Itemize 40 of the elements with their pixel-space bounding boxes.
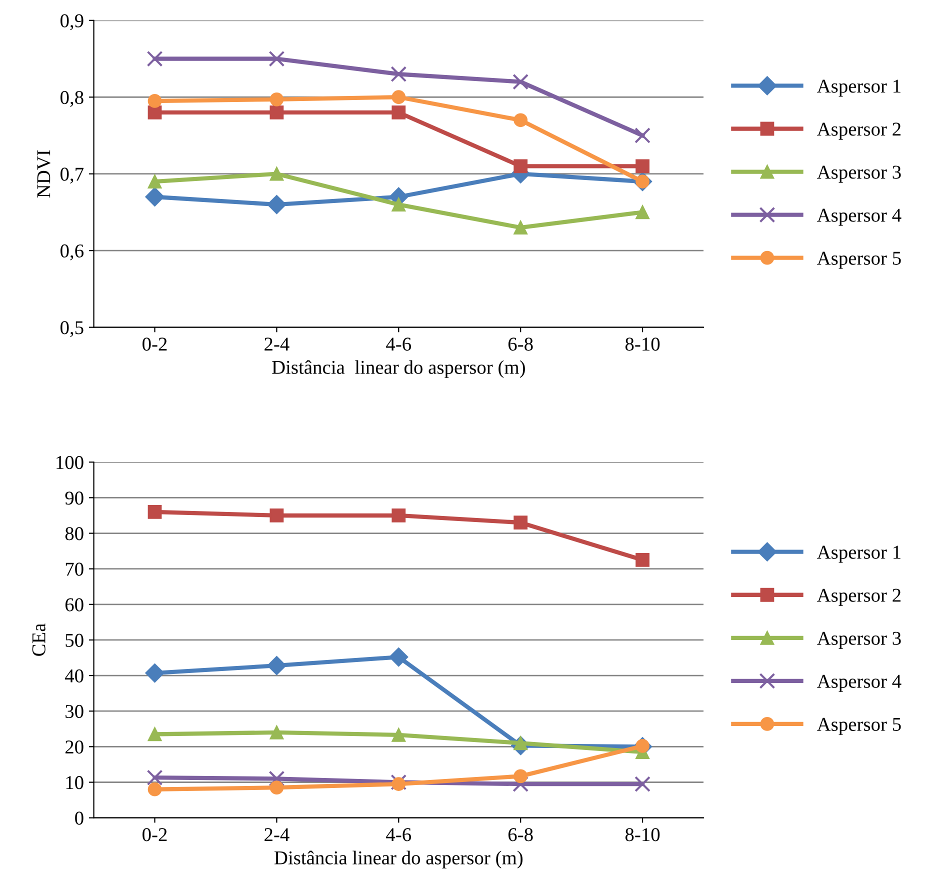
y-tick-label: 50 <box>66 634 84 647</box>
x-axis-title: Distância linear do aspersor (m) <box>272 360 525 378</box>
y-tick-label: 80 <box>65 527 84 540</box>
y-tick-label: 40 <box>65 669 84 682</box>
y-tick-label: 10 <box>66 776 84 790</box>
x-tick-label: 6-8 <box>508 828 533 842</box>
y-tick-label: 70 <box>66 562 84 576</box>
legend-label: Aspersor 5 <box>816 718 901 735</box>
legend-label: Aspersor 2 <box>816 122 901 140</box>
x-tick-label: 2-4 <box>264 828 290 842</box>
y-axis-title: CEa <box>32 624 46 656</box>
legend-label: Aspersor 1 <box>816 546 900 563</box>
y-tick-label: 0,7 <box>60 168 84 184</box>
legend-label: Aspersor 2 <box>816 588 901 606</box>
legend-label: Aspersor 3 <box>816 632 901 649</box>
y-tick-label: 0 <box>75 812 84 825</box>
y-tick-label: 0,5 <box>60 321 84 338</box>
x-tick-label: 6-8 <box>508 338 533 351</box>
y-tick-label: 0,8 <box>60 90 84 107</box>
y-tick-label: 0,6 <box>60 244 84 260</box>
legend-label: Aspersor 4 <box>816 674 902 692</box>
x-tick-label: 8-10 <box>625 338 660 351</box>
y-axis-title: NDVI <box>37 150 50 198</box>
y-tick-label: 30 <box>66 704 84 718</box>
x-tick-label: 0-2 <box>142 338 167 351</box>
y-tick-label: 90 <box>65 492 84 505</box>
legend-label: Aspersor 1 <box>816 80 900 97</box>
y-tick-label: 100 <box>56 456 84 470</box>
x-tick-label: 2-4 <box>264 338 290 351</box>
x-tick-label: 8-10 <box>625 828 660 842</box>
y-tick-label: 60 <box>65 598 84 612</box>
x-tick-label: 4-6 <box>386 828 412 842</box>
x-tick-label: 4-6 <box>386 338 412 351</box>
x-tick-label: 0-2 <box>142 828 167 842</box>
legend-label: Aspersor 4 <box>816 208 902 226</box>
legend-label: Aspersor 3 <box>816 166 901 183</box>
y-tick-label: 20 <box>65 740 84 754</box>
y-tick-label: 0,9 <box>60 14 84 30</box>
legend-label: Aspersor 5 <box>816 252 901 269</box>
x-axis-title: Distância linear do aspersor (m) <box>274 850 523 868</box>
